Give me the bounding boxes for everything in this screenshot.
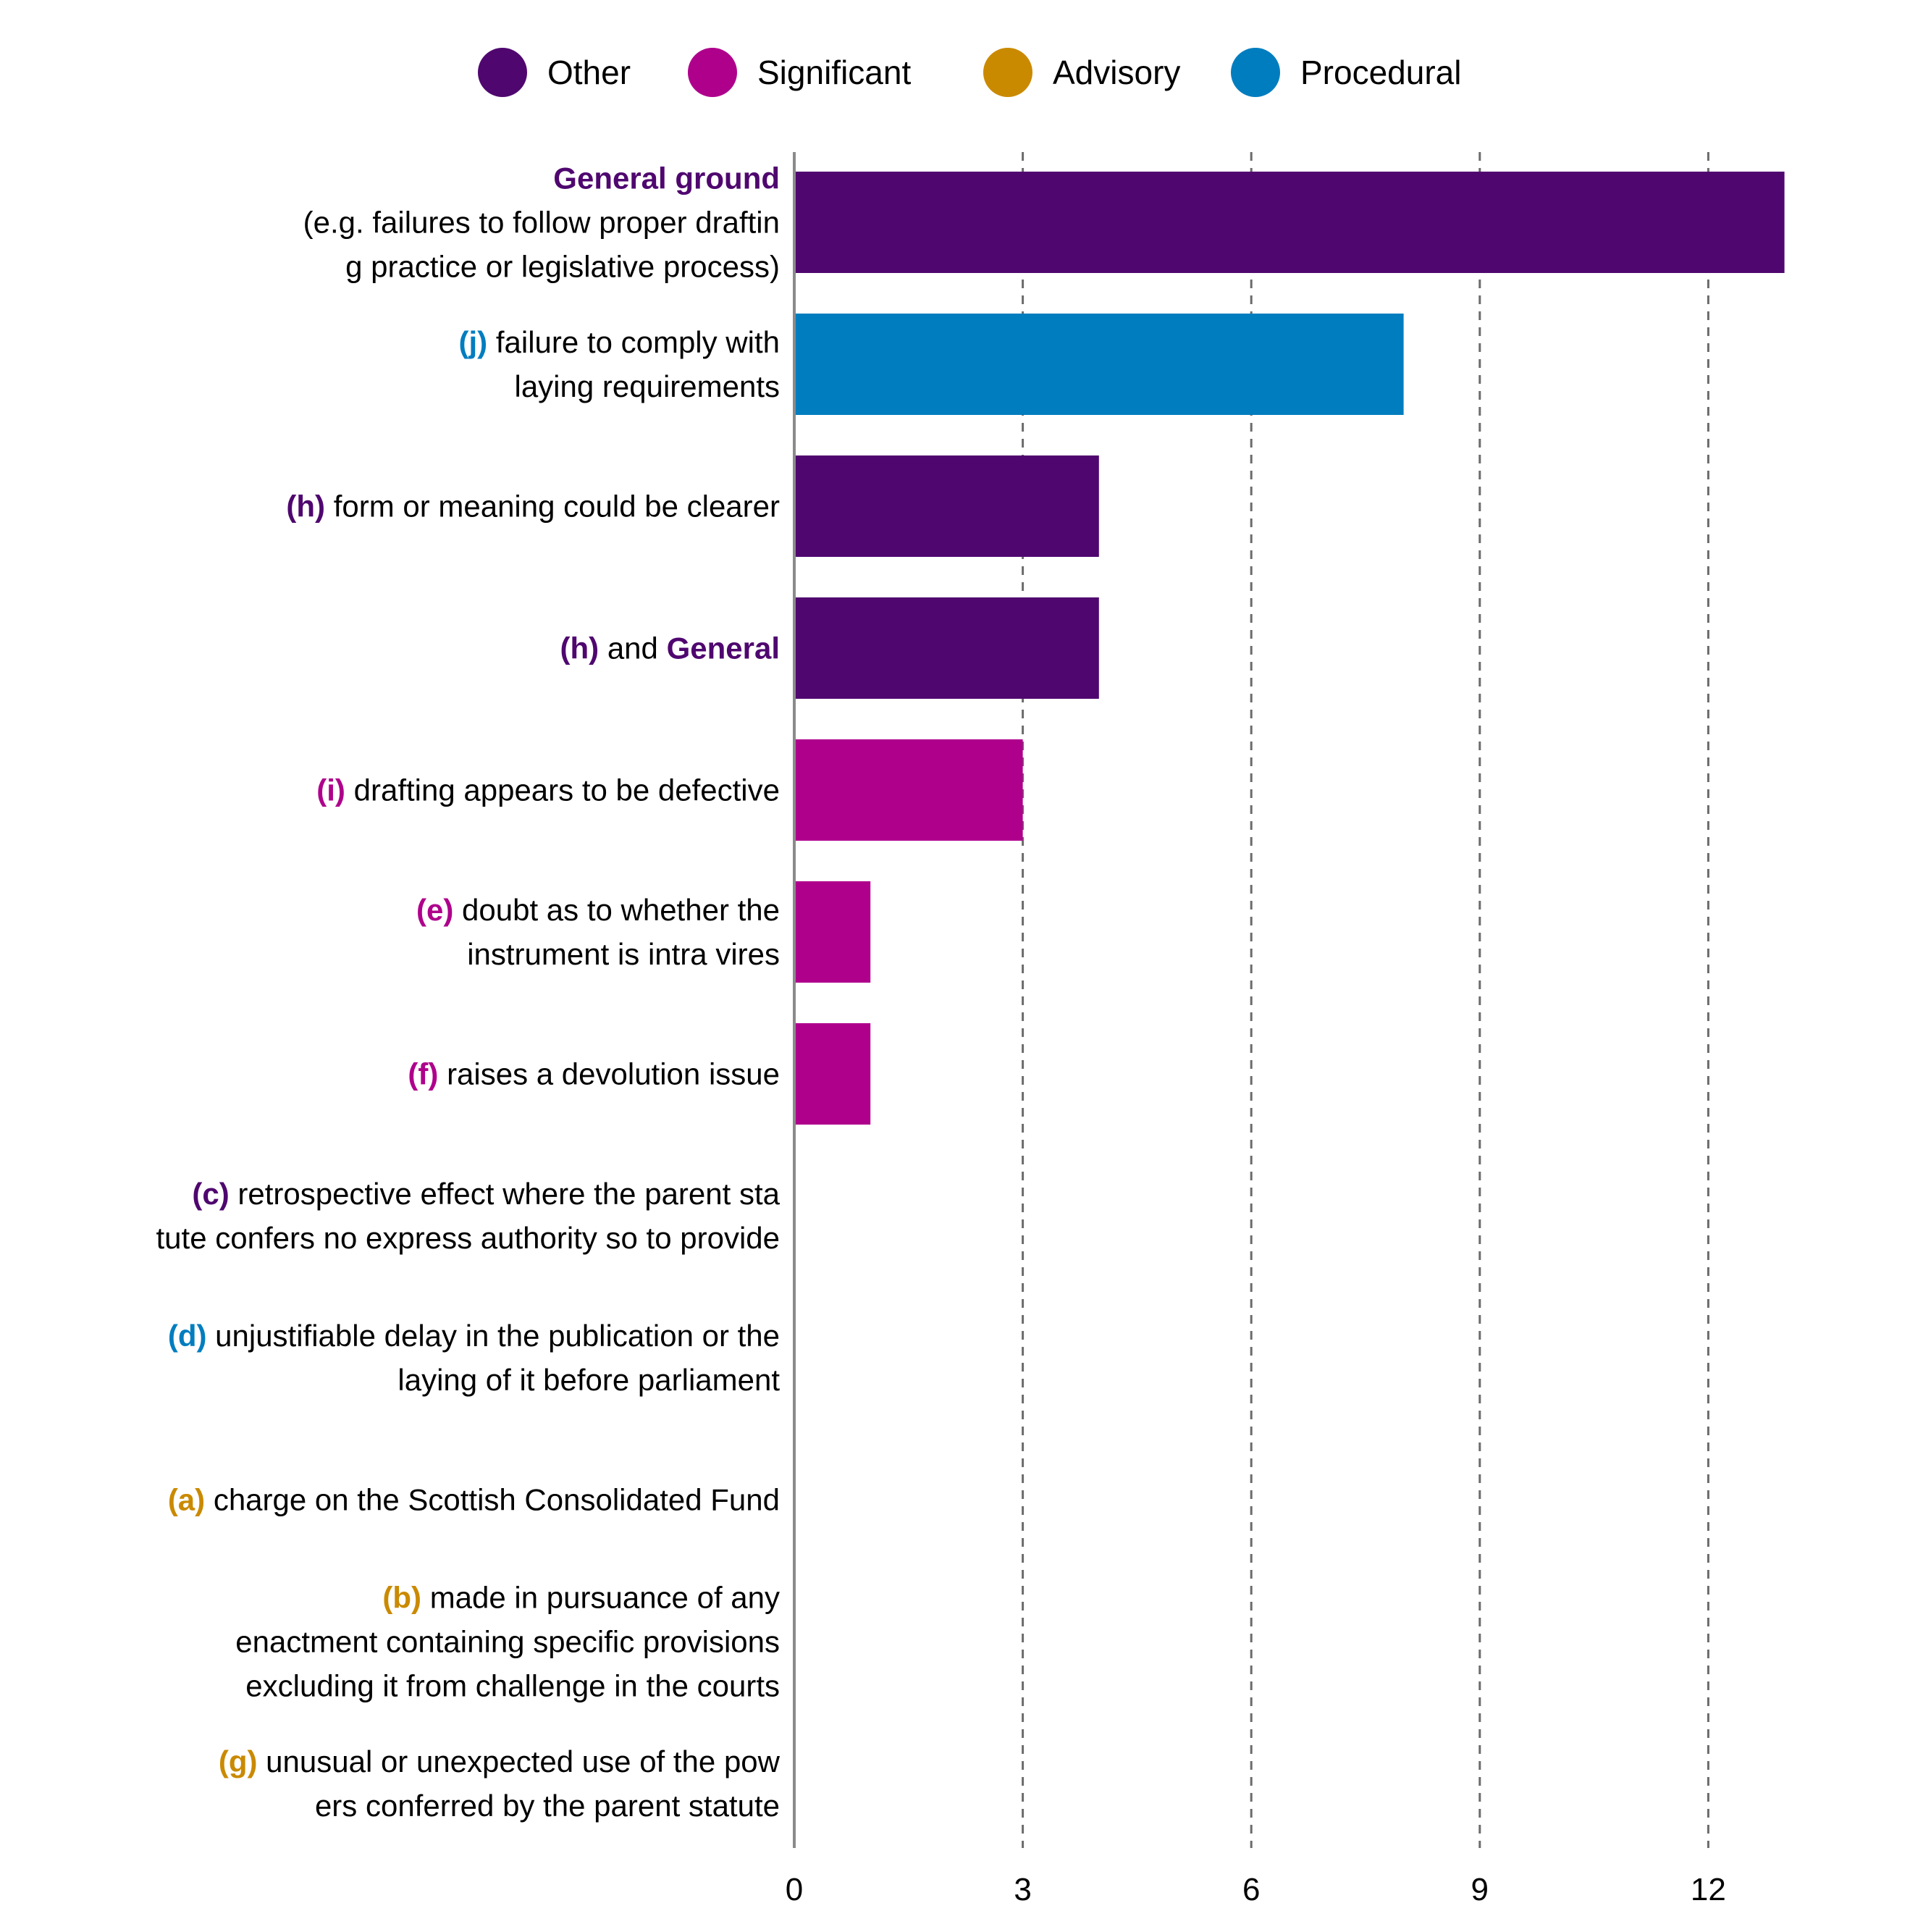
legend-swatch-advisory — [983, 48, 1032, 97]
category-code: (d) — [167, 1319, 207, 1353]
category-label-3: (h) and General — [0, 626, 780, 671]
legend-label-advisory: Advisory — [1053, 54, 1181, 91]
category-code: (g) — [218, 1744, 258, 1778]
category-description: failure to comply with — [495, 325, 780, 359]
category-label-line: (h) form or meaning could be clearer — [0, 484, 780, 529]
category-label-line: laying requirements — [0, 364, 780, 408]
category-code: (b) — [382, 1580, 422, 1615]
category-description: g practice or legislative process) — [345, 249, 780, 284]
legend-swatch-significant — [688, 48, 737, 97]
x-tick-label-12: 12 — [1690, 1872, 1726, 1907]
category-description: laying of it before parliament — [397, 1363, 780, 1397]
category-code: (c) — [192, 1177, 230, 1211]
category-code: (e) — [416, 893, 454, 927]
category-label-line: (e.g. failures to follow proper draftin — [0, 201, 780, 245]
category-code: (a) — [167, 1482, 206, 1517]
category-label-line: (j) failure to comply with — [0, 320, 780, 364]
legend-item-significant: Significant — [688, 43, 911, 101]
category-label-line: excluding it from challenge in the court… — [0, 1664, 780, 1708]
category-label-4: (i) drafting appears to be defective — [0, 768, 780, 812]
category-title: General — [666, 631, 780, 665]
category-code: (j) — [458, 325, 488, 359]
category-label-line: (i) drafting appears to be defective — [0, 768, 780, 812]
legend-label-other: Other — [547, 54, 631, 91]
legend-item-procedural: Procedural — [1231, 43, 1461, 101]
category-label-8: (d) unjustifiable delay in the publicati… — [0, 1314, 780, 1402]
category-description: (e.g. failures to follow proper draftin — [303, 205, 780, 240]
category-label-line: (e) doubt as to whether the — [0, 888, 780, 932]
category-code: (i) — [316, 773, 345, 807]
category-label-line: laying of it before parliament — [0, 1358, 780, 1402]
x-tick-label-3: 3 — [1014, 1872, 1032, 1907]
bar-4 — [794, 739, 1023, 841]
category-description: tute confers no express authority so to … — [156, 1221, 780, 1255]
x-tick-label-9: 9 — [1471, 1872, 1489, 1907]
category-label-11: (g) unusual or unexpected use of the pow… — [0, 1739, 780, 1828]
category-description: form or meaning could be clearer — [333, 489, 780, 524]
category-description: made in pursuance of any — [429, 1580, 780, 1615]
category-label-line: (a) charge on the Scottish Consolidated … — [0, 1478, 780, 1522]
category-description: unusual or unexpected use of the pow — [266, 1744, 780, 1778]
category-label-7: (c) retrospective effect where the paren… — [0, 1172, 780, 1260]
category-description: raises a devolution issue — [447, 1057, 780, 1091]
category-label-line: (b) made in pursuance of any — [0, 1576, 780, 1620]
bar-0 — [794, 172, 1785, 273]
legend-label-procedural: Procedural — [1300, 54, 1462, 91]
category-label-line: General ground — [0, 156, 780, 201]
legend-label-significant: Significant — [757, 54, 912, 91]
category-code: (f) — [408, 1057, 439, 1091]
category-description: and — [607, 631, 658, 665]
category-label-line: (g) unusual or unexpected use of the pow — [0, 1739, 780, 1784]
legend-swatch-procedural — [1231, 48, 1280, 97]
category-label-0: General ground (e.g. failures to follow p… — [0, 156, 780, 289]
category-code: (h) — [286, 489, 326, 524]
bar-5 — [794, 881, 871, 983]
bar-3 — [794, 597, 1099, 699]
category-description: excluding it from challenge in the court… — [245, 1668, 780, 1703]
category-title: General ground — [553, 161, 780, 196]
category-label-line: enactment containing specific provisions — [0, 1620, 780, 1664]
category-description: laying requirements — [514, 369, 780, 403]
legend-item-other: Other — [478, 43, 631, 101]
category-code: (h) — [560, 631, 600, 665]
category-description: drafting appears to be defective — [353, 773, 780, 807]
category-label-line: ers conferred by the parent statute — [0, 1784, 780, 1828]
category-label-10: (b) made in pursuance of any enactment co… — [0, 1576, 780, 1708]
category-description: charge on the Scottish Consolidated Fund — [213, 1482, 780, 1517]
category-label-line: g practice or legislative process) — [0, 245, 780, 289]
category-description: enactment containing specific provisions — [235, 1624, 780, 1659]
category-label-2: (h) form or meaning could be clearer — [0, 484, 780, 529]
bar-6 — [794, 1023, 871, 1125]
category-label-line: tute confers no express authority so to … — [0, 1216, 780, 1260]
bar-2 — [794, 455, 1099, 557]
bar-1 — [794, 314, 1404, 415]
category-label-line: (d) unjustifiable delay in the publicati… — [0, 1314, 780, 1358]
category-label-line: (h) and General — [0, 626, 780, 671]
x-tick-label-6: 6 — [1242, 1872, 1261, 1907]
category-description: retrospective effect where the parent st… — [237, 1177, 780, 1211]
category-label-5: (e) doubt as to whether the instrument is… — [0, 888, 780, 976]
category-label-9: (a) charge on the Scottish Consolidated … — [0, 1478, 780, 1522]
legend-item-advisory: Advisory — [983, 43, 1180, 101]
category-label-line: instrument is intra vires — [0, 932, 780, 976]
category-label-6: (f) raises a devolution issue — [0, 1052, 780, 1096]
category-label-1: (j) failure to comply with laying require… — [0, 320, 780, 408]
category-description: ers conferred by the parent statute — [314, 1789, 780, 1823]
category-label-line: (c) retrospective effect where the paren… — [0, 1172, 780, 1216]
category-label-line: (f) raises a devolution issue — [0, 1052, 780, 1096]
category-description: doubt as to whether the — [462, 893, 780, 927]
legend-swatch-other — [478, 48, 527, 97]
category-description: instrument is intra vires — [467, 937, 780, 971]
category-description: unjustifiable delay in the publication o… — [215, 1319, 780, 1353]
chart-legend: Other Significant Advisory Procedural — [0, 43, 1931, 101]
x-tick-label-0: 0 — [785, 1872, 804, 1907]
